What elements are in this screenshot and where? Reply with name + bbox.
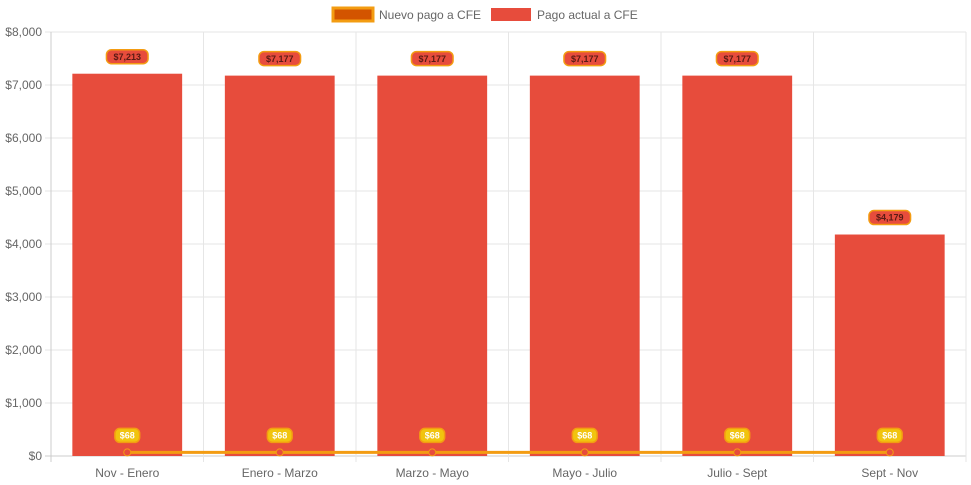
y-tick-label: $3,000	[5, 290, 42, 304]
line-point	[733, 448, 742, 457]
x-tick-label: Nov - Enero	[95, 466, 159, 480]
x-tick-label: Julio - Sept	[707, 466, 768, 480]
bar	[72, 73, 183, 456]
bar-value-label-text: $7,177	[266, 54, 294, 64]
line-point	[123, 448, 132, 457]
y-tick-label: $0	[29, 449, 43, 463]
line-point	[580, 448, 589, 457]
bar-value-label-bg	[105, 48, 149, 65]
gridlines	[45, 31, 967, 462]
line-value-label: $68	[419, 427, 446, 444]
bar	[224, 75, 335, 456]
line-value-label-bg	[571, 427, 598, 444]
bar-value-label-bg	[868, 209, 912, 226]
legend-swatch-nuevo-pago	[331, 6, 375, 23]
line-value-label-text: $68	[120, 431, 135, 441]
line-point	[885, 448, 894, 457]
legend-item-nuevo-pago[interactable]: Nuevo pago a CFE	[331, 6, 481, 23]
line-value-label: $68	[266, 427, 293, 444]
x-tick-label: Enero - Marzo	[242, 466, 318, 480]
legend[interactable]: Nuevo pago a CFE Pago actual a CFE	[331, 6, 638, 23]
bar-value-label: $7,177	[258, 50, 302, 67]
line-value-label-bg	[266, 427, 293, 444]
y-tick-label: $6,000	[5, 131, 42, 145]
bar-value-label: $4,179	[868, 209, 912, 226]
x-tick-label: Mayo - Julio	[552, 466, 617, 480]
bar-series-pago-actual	[72, 73, 945, 456]
y-tick-label: $5,000	[5, 184, 42, 198]
line-value-label-text: $68	[425, 431, 440, 441]
bar-value-label-text: $7,177	[418, 54, 446, 64]
line-series-nuevo-pago	[123, 448, 894, 457]
legend-item-pago-actual[interactable]: Pago actual a CFE	[491, 8, 638, 22]
y-tick-label: $4,000	[5, 237, 42, 251]
bar-value-label: $7,177	[410, 50, 454, 67]
bar	[529, 75, 640, 456]
bar	[682, 75, 793, 456]
bar-value-label: $7,177	[715, 50, 759, 67]
y-tick-label: $1,000	[5, 396, 42, 410]
line-value-label: $68	[876, 427, 903, 444]
bar-value-label-bg	[258, 50, 302, 67]
bar-value-label-text: $7,213	[113, 52, 141, 62]
line-value-label-text: $68	[272, 431, 287, 441]
line-point	[275, 448, 284, 457]
y-tick-label: $2,000	[5, 343, 42, 357]
x-tick-label: Sept - Nov	[861, 466, 918, 480]
bar-value-label: $7,213	[105, 48, 149, 65]
bar-value-label-text: $7,177	[571, 54, 599, 64]
bar-value-label-bg	[563, 50, 607, 67]
line-value-label: $68	[571, 427, 598, 444]
bar	[834, 234, 945, 456]
legend-swatch-pago-actual	[491, 8, 531, 21]
legend-label-pago-actual: Pago actual a CFE	[537, 8, 638, 22]
bar-value-label: $7,177	[563, 50, 607, 67]
line-value-label-bg	[876, 427, 903, 444]
line-value-label-bg	[419, 427, 446, 444]
bar-value-label-bg	[715, 50, 759, 67]
bar	[377, 75, 488, 456]
y-axis: $0 $1,000 $2,000 $3,000 $4,000 $5,000 $6,000 $7…	[5, 25, 42, 463]
line-value-label-text: $68	[882, 431, 897, 441]
line-value-label-text: $68	[577, 431, 592, 441]
bar-value-label-bg	[410, 50, 454, 67]
line-value-label-bg	[724, 427, 751, 444]
legend-label-nuevo-pago: Nuevo pago a CFE	[379, 8, 481, 22]
bar-value-label-text: $7,177	[723, 54, 751, 64]
line-value-label: $68	[724, 427, 751, 444]
x-axis: Nov - Enero Enero - Marzo Marzo - Mayo Mayo…	[95, 466, 918, 480]
line-point	[428, 448, 437, 457]
y-tick-label: $7,000	[5, 78, 42, 92]
x-tick-label: Marzo - Mayo	[396, 466, 470, 480]
y-tick-label: $8,000	[5, 25, 42, 39]
line-value-label: $68	[114, 427, 141, 444]
data-labels: $7,213 $7,177 $7,177 $7,177 $7,177 $4,179 $68 $…	[105, 48, 912, 444]
bar-value-label-text: $4,179	[876, 213, 904, 223]
line-value-label-bg	[114, 427, 141, 444]
line-value-label-text: $68	[730, 431, 745, 441]
